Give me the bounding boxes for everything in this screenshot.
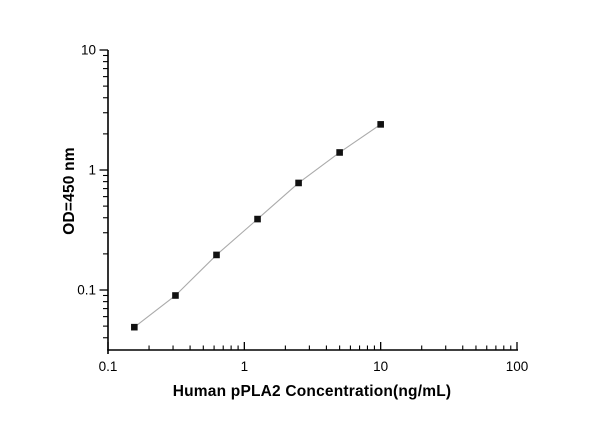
y-tick-label: 10 [81,43,96,58]
data-point-marker [131,323,138,331]
data-point-marker [295,179,302,187]
data-point-marker [213,251,220,259]
data-point-marker [377,121,384,128]
x-axis-title: Human pPLA2 Concentration(ng/mL) [172,383,452,400]
y-axis-title: OD=450 nm [61,147,78,235]
series-line [133,123,381,328]
x-tick-label: 10 [373,359,388,374]
x-tick-label: 100 [506,359,529,374]
x-tick-label: 1 [241,359,249,374]
data-point-marker [254,215,261,223]
y-tick-label: 1 [88,163,96,178]
x-tick-label: 0.1 [99,359,118,374]
data-point-marker [336,149,343,156]
y-tick-label: 0.1 [77,283,96,298]
data-point-marker [172,292,179,299]
